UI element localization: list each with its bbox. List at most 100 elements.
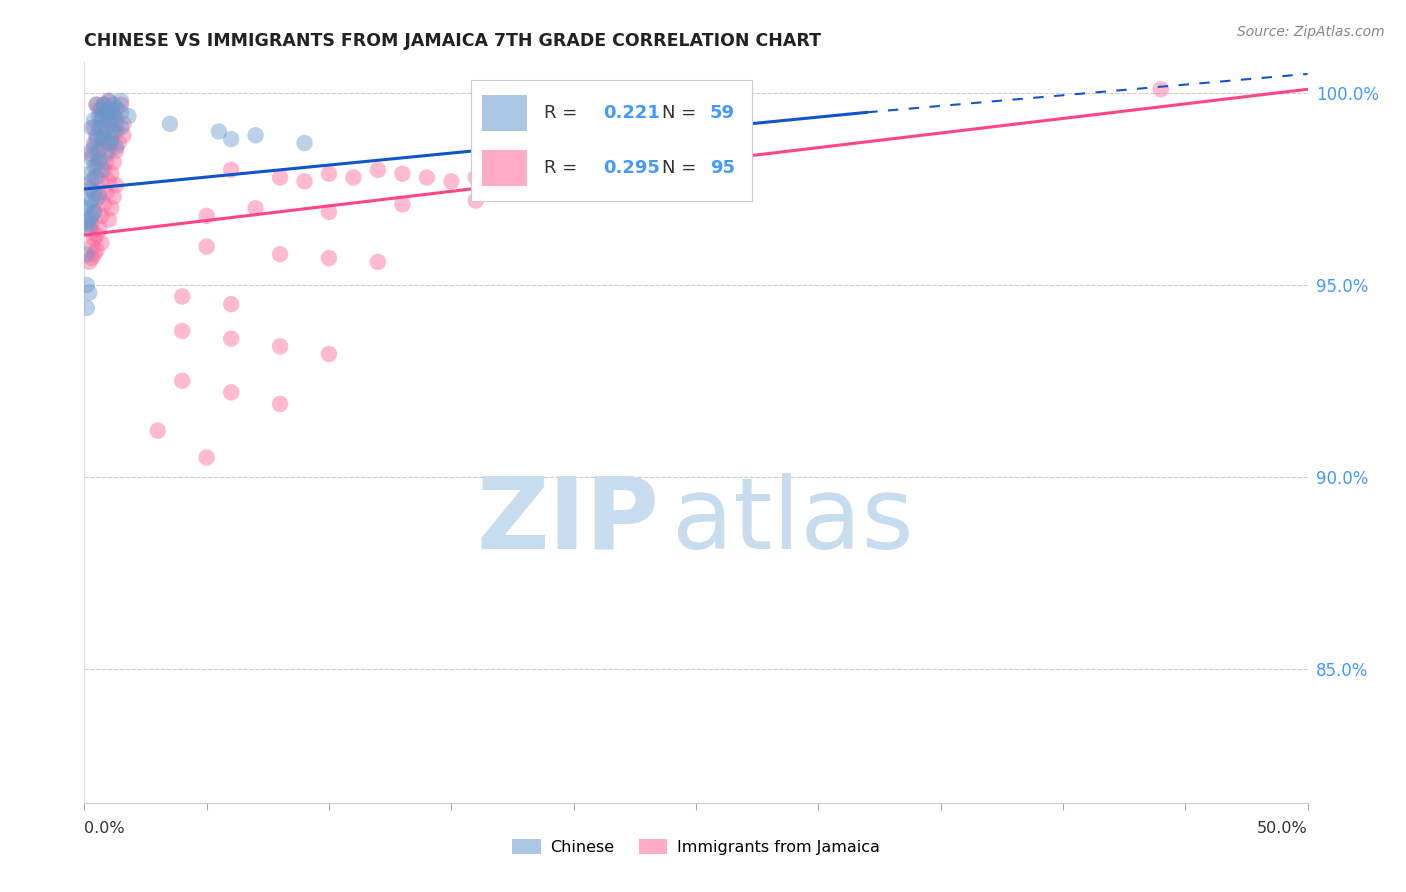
Point — [90, 120, 112, 135]
Point — [90, 109, 112, 123]
Point — [195, 209, 218, 223]
Point — [83, 170, 105, 185]
Point — [112, 117, 135, 131]
Point — [93, 162, 115, 177]
Point — [100, 201, 122, 215]
Point — [96, 147, 118, 161]
Point — [76, 201, 98, 215]
Point — [342, 170, 364, 185]
Point — [97, 124, 120, 138]
Point — [97, 105, 120, 120]
Point — [110, 97, 132, 112]
Point — [105, 178, 128, 193]
Point — [269, 247, 291, 261]
Point — [93, 128, 115, 143]
Point — [97, 94, 120, 108]
Point — [100, 136, 122, 150]
Point — [87, 190, 110, 204]
Point — [219, 162, 242, 177]
Point — [90, 102, 112, 116]
Point — [97, 113, 120, 128]
Text: R =: R = — [544, 103, 578, 122]
Point — [96, 186, 118, 200]
Point — [172, 374, 194, 388]
Point — [294, 174, 316, 188]
Point — [105, 124, 128, 138]
Point — [172, 324, 194, 338]
Point — [318, 205, 340, 219]
Point — [87, 120, 110, 135]
Point — [195, 450, 218, 465]
Point — [93, 97, 115, 112]
Point — [86, 132, 108, 146]
Point — [103, 124, 125, 138]
Point — [83, 120, 105, 135]
Point — [219, 385, 242, 400]
Point — [318, 167, 340, 181]
Point — [80, 239, 103, 253]
Point — [103, 155, 125, 169]
Point — [86, 128, 108, 143]
Point — [83, 140, 105, 154]
Point — [112, 128, 135, 143]
Point — [87, 144, 110, 158]
Point — [80, 174, 103, 188]
Point — [440, 174, 463, 188]
Point — [86, 228, 108, 243]
Bar — [482, 95, 527, 131]
Point — [83, 205, 105, 219]
Point — [93, 197, 115, 211]
Point — [87, 109, 110, 123]
Text: atlas: atlas — [672, 473, 912, 570]
Point — [86, 194, 108, 208]
Point — [83, 232, 105, 246]
Point — [103, 109, 125, 123]
Point — [87, 186, 110, 200]
Point — [107, 136, 129, 150]
Point — [105, 102, 128, 116]
Text: 50.0%: 50.0% — [1257, 822, 1308, 837]
Point — [97, 212, 120, 227]
Point — [76, 217, 98, 231]
Point — [83, 159, 105, 173]
Point — [103, 105, 125, 120]
Point — [117, 109, 139, 123]
Point — [80, 152, 103, 166]
Point — [90, 162, 112, 177]
Point — [103, 97, 125, 112]
Point — [146, 424, 169, 438]
Point — [83, 113, 105, 128]
Point — [80, 144, 103, 158]
Point — [367, 255, 389, 269]
Point — [87, 152, 110, 166]
Point — [96, 155, 118, 169]
Point — [709, 159, 731, 173]
Text: 95: 95 — [710, 159, 735, 178]
Point — [83, 205, 105, 219]
Point — [97, 113, 120, 128]
Point — [90, 174, 112, 188]
Point — [294, 136, 316, 150]
Point — [83, 247, 105, 261]
Point — [96, 105, 118, 120]
Point — [318, 347, 340, 361]
Point — [367, 162, 389, 177]
Point — [1150, 82, 1173, 96]
Point — [110, 120, 132, 135]
Point — [219, 332, 242, 346]
Point — [77, 212, 100, 227]
Point — [77, 167, 100, 181]
Point — [86, 97, 108, 112]
Point — [80, 147, 103, 161]
Point — [80, 209, 103, 223]
Point — [77, 285, 100, 300]
Point — [80, 120, 103, 135]
Point — [90, 132, 112, 146]
Point — [93, 132, 115, 146]
Point — [90, 209, 112, 223]
Point — [105, 113, 128, 128]
Point — [245, 201, 267, 215]
Point — [110, 105, 132, 120]
Point — [87, 102, 110, 116]
Point — [195, 239, 218, 253]
